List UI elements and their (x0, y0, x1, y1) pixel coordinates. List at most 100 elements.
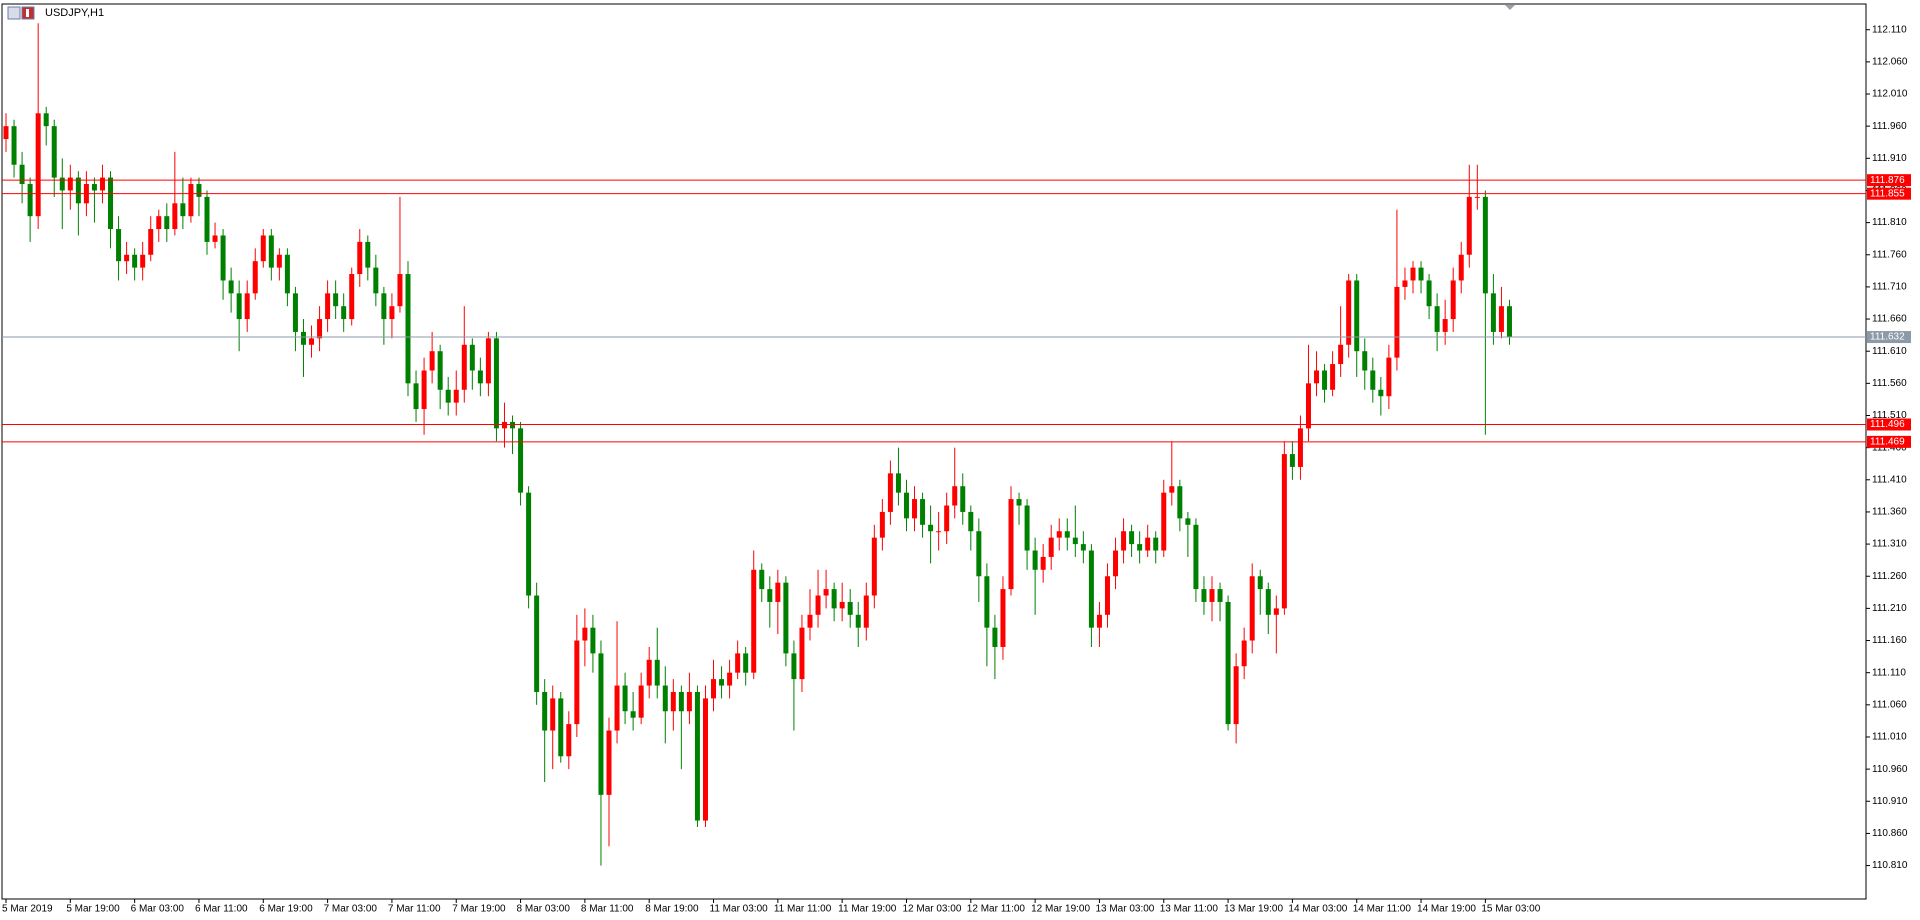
candle-body (469, 344, 475, 371)
candle-body (614, 685, 620, 731)
candle-body (1330, 364, 1336, 390)
candle-body (1048, 537, 1054, 557)
candle-body (421, 370, 427, 410)
y-tick-label: 111.160 (1872, 635, 1907, 646)
candle-body (1305, 383, 1311, 429)
candle-body (984, 576, 990, 628)
candle-body (518, 428, 524, 493)
candle-body (1008, 499, 1014, 590)
candle-body (260, 235, 266, 262)
x-tick-label: 12 Mar 19:00 (1031, 904, 1090, 915)
candle-body (397, 274, 403, 307)
candle-body (719, 679, 725, 686)
y-tick-label: 112.060 (1872, 57, 1908, 68)
symbol-icon (7, 6, 35, 20)
candle-body (566, 724, 572, 757)
x-tick-label: 5 Mar 2019 (2, 904, 53, 915)
candle-body (727, 672, 733, 686)
candle-body (124, 254, 130, 262)
x-tick-label: 14 Mar 03:00 (1288, 904, 1347, 915)
candle-body (887, 473, 893, 512)
candle-body (59, 177, 65, 191)
candle-body (799, 627, 805, 680)
candle-body (1466, 196, 1472, 255)
candle-body (606, 730, 612, 795)
candle-body (1281, 454, 1287, 609)
candle-body (646, 659, 652, 686)
candle-body (1458, 254, 1464, 281)
candle-body (453, 389, 459, 403)
candle-body (156, 216, 162, 230)
candle-body (1121, 531, 1127, 551)
candle-body (35, 113, 41, 217)
candle-body (622, 685, 628, 712)
candle-body (405, 274, 411, 384)
y-tick-label: 111.810 (1872, 217, 1907, 228)
candle-body (309, 338, 315, 345)
candle-body (292, 293, 298, 332)
y-tick-label: 111.960 (1872, 121, 1907, 132)
candle-body (341, 306, 347, 320)
candle-body (1217, 589, 1223, 602)
candle-body (791, 653, 797, 680)
candle-body (670, 691, 676, 712)
y-tick-label: 111.610 (1872, 346, 1907, 357)
y-tick-label: 111.710 (1872, 282, 1907, 293)
price-tag (1867, 331, 1911, 344)
candle-body (461, 344, 467, 390)
y-tick-label: 112.110 (1872, 24, 1907, 35)
candle-body (1474, 196, 1480, 198)
candle-body (244, 293, 250, 320)
x-tick-label: 5 Mar 19:00 (66, 904, 120, 915)
candle-body (11, 126, 17, 165)
candle-body (116, 229, 122, 262)
x-tick-label: 6 Mar 19:00 (259, 904, 313, 915)
candle-body (510, 421, 516, 429)
candle-body (542, 691, 548, 731)
candle-body (1265, 589, 1271, 615)
x-tick-label: 14 Mar 11:00 (1353, 904, 1412, 915)
candle-body (1410, 267, 1416, 281)
price-tag (1867, 435, 1911, 448)
candle-body (743, 653, 749, 673)
candle-body (1000, 589, 1006, 647)
candle-body (960, 486, 966, 512)
candle-body (1193, 524, 1199, 590)
candle-body (1322, 370, 1328, 390)
candle-body (558, 698, 564, 757)
candle-body (903, 492, 909, 519)
candle-body (920, 499, 926, 525)
y-tick-label: 110.860 (1872, 828, 1908, 839)
candle-body (912, 499, 918, 519)
candle-body (1145, 537, 1151, 551)
candle-body (437, 351, 443, 390)
candle-body (1024, 505, 1030, 551)
candle-body (1338, 344, 1344, 365)
price-tag-label: 111.469 (1870, 436, 1905, 447)
candle-body (895, 473, 901, 493)
candle-body (952, 486, 958, 506)
candle-body (807, 614, 813, 628)
candle-body (19, 164, 25, 185)
candle-body (1080, 544, 1086, 551)
candle-body (678, 691, 684, 712)
candle-body (1072, 537, 1078, 545)
y-tick-label: 111.060 (1872, 699, 1907, 710)
x-tick-label: 13 Mar 11:00 (1160, 904, 1219, 915)
candle-body (236, 293, 242, 320)
y-tick-label: 110.810 (1872, 860, 1908, 871)
candle-body (413, 383, 419, 410)
candle-body (164, 216, 170, 230)
candle-body (1434, 306, 1440, 332)
candle-body (976, 531, 982, 577)
candle-body (686, 691, 692, 712)
candle-body (1032, 550, 1038, 570)
y-tick-label: 111.510 (1872, 410, 1907, 421)
candle-body (590, 627, 596, 654)
x-tick-label: 6 Mar 03:00 (131, 904, 185, 915)
candle-body (751, 569, 757, 673)
candle-body (493, 338, 499, 429)
candle-body (711, 679, 717, 699)
candle-body (702, 698, 708, 821)
